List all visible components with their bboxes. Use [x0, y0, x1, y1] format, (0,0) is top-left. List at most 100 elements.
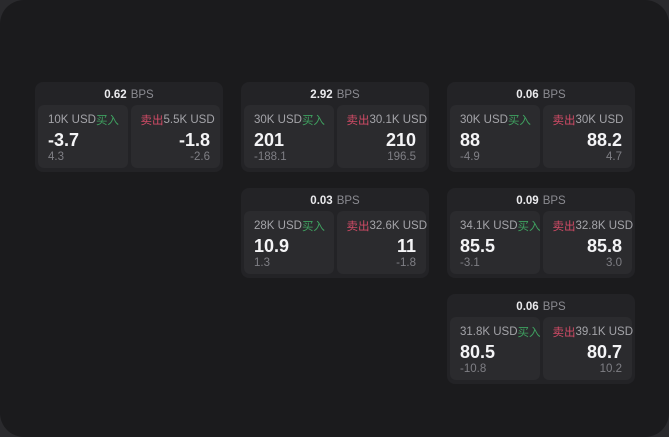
buy-price: 88 [460, 130, 481, 150]
buy-price: 10.9 [254, 236, 290, 256]
sell-panel[interactable]: 卖出 32.8K USD 85.8 3.0 [542, 211, 634, 274]
buy-amount: 28K USD [254, 220, 302, 232]
sell-header-row: 卖出 39.1K USD [552, 325, 634, 339]
buy-header-row: 34.1K USD 买入 [460, 219, 541, 233]
buy-tag: 买入 [301, 115, 325, 127]
sell-amount: 5.5K USD [163, 114, 215, 126]
buy-panel[interactable]: 31.8K USD 买入 80.5 -10.8 [450, 317, 541, 380]
sell-price: 80.7 [586, 342, 622, 362]
sell-header-row: 卖出 32.6K USD [346, 219, 428, 233]
buy-price: 201 [254, 130, 285, 150]
sell-amount: 32.8K USD [575, 220, 634, 232]
sell-header-row: 卖出 30.1K USD [346, 113, 428, 127]
quote-panels: 34.1K USD 买入 85.5 -3.1 卖出 32.8K USD 85.8… [450, 211, 634, 274]
quote-panels: 10K USD 买入 -3.7 4.3 卖出 5.5K USD -1.8 -2.… [38, 105, 220, 168]
buy-header-row: 31.8K USD 买入 [460, 325, 541, 339]
sell-header-row: 卖出 5.5K USD [140, 113, 215, 127]
sell-amount: 30K USD [575, 114, 624, 126]
card-header: 2.92 BPS [244, 85, 426, 105]
card-header: 0.62 BPS [38, 85, 220, 105]
buy-price: -3.7 [48, 130, 80, 150]
bps-label: BPS [336, 195, 360, 207]
buy-sub-value: -3.1 [460, 257, 480, 269]
buy-panel[interactable]: 30K USD 买入 201 -188.1 [244, 105, 334, 168]
sell-tag: 卖出 [552, 327, 576, 339]
quote-panels: 28K USD 买入 10.9 1.3 卖出 32.6K USD 11 -1.8 [244, 211, 428, 274]
buy-tag: 买入 [507, 115, 531, 127]
bps-value: 2.92 [310, 89, 333, 101]
buy-header-row: 28K USD 买入 [254, 219, 325, 233]
quotes-board: 0.62 BPS 10K USD 买入 -3.7 4.3 卖出 5.5K USD… [35, 82, 635, 384]
buy-tag: 买入 [517, 327, 541, 339]
sell-panel[interactable]: 卖出 5.5K USD -1.8 -2.6 [130, 105, 220, 168]
bps-label: BPS [336, 89, 360, 101]
sell-tag: 卖出 [346, 115, 370, 127]
quote-card[interactable]: 0.06 BPS 31.8K USD 买入 80.5 -10.8 卖出 39.1… [447, 294, 635, 384]
sell-header-row: 卖出 32.8K USD [552, 219, 634, 233]
quote-panels: 30K USD 买入 88 -4.9 卖出 30K USD 88.2 4.7 [450, 105, 632, 168]
buy-header-row: 30K USD 买入 [460, 113, 531, 127]
sell-price: 85.8 [586, 236, 622, 256]
sell-sub-value: 4.7 [606, 151, 622, 163]
bps-label: BPS [542, 195, 566, 207]
buy-tag: 买入 [95, 115, 119, 127]
buy-amount: 30K USD [254, 114, 302, 126]
card-header: 0.06 BPS [450, 297, 632, 317]
sell-tag: 卖出 [346, 221, 370, 233]
sell-tag: 卖出 [552, 115, 576, 127]
sell-amount: 32.6K USD [369, 220, 428, 232]
buy-sub-value: 4.3 [48, 151, 64, 163]
buy-header-row: 30K USD 买入 [254, 113, 325, 127]
bps-label: BPS [542, 89, 566, 101]
sell-panel[interactable]: 卖出 39.1K USD 80.7 10.2 [542, 317, 634, 380]
buy-amount: 31.8K USD [460, 326, 518, 338]
sell-sub-value: -1.8 [396, 257, 416, 269]
sell-price: 210 [385, 130, 416, 150]
card-header: 0.09 BPS [450, 191, 632, 211]
bps-value: 0.62 [104, 89, 127, 101]
bps-value: 0.06 [516, 301, 539, 313]
buy-amount: 10K USD [48, 114, 96, 126]
quote-panels: 31.8K USD 买入 80.5 -10.8 卖出 39.1K USD 80.… [450, 317, 634, 380]
buy-tag: 买入 [517, 221, 541, 233]
bps-label: BPS [130, 89, 154, 101]
sell-panel[interactable]: 卖出 30K USD 88.2 4.7 [542, 105, 632, 168]
buy-panel[interactable]: 28K USD 买入 10.9 1.3 [244, 211, 334, 274]
bps-value: 0.03 [310, 195, 333, 207]
sell-sub-value: -2.6 [190, 151, 210, 163]
buy-price: 85.5 [460, 236, 496, 256]
sell-panel[interactable]: 卖出 30.1K USD 210 196.5 [336, 105, 428, 168]
bps-value: 0.06 [516, 89, 539, 101]
quote-card[interactable]: 0.62 BPS 10K USD 买入 -3.7 4.3 卖出 5.5K USD… [35, 82, 223, 172]
bps-value: 0.09 [516, 195, 539, 207]
quote-card[interactable]: 2.92 BPS 30K USD 买入 201 -188.1 卖出 30.1K … [241, 82, 429, 172]
buy-tag: 买入 [301, 221, 325, 233]
sell-price: 88.2 [586, 130, 622, 150]
card-header: 0.03 BPS [244, 191, 426, 211]
card-header: 0.06 BPS [450, 85, 632, 105]
quote-card[interactable]: 0.09 BPS 34.1K USD 买入 85.5 -3.1 卖出 32.8K… [447, 188, 635, 278]
sell-tag: 卖出 [552, 221, 576, 233]
buy-panel[interactable]: 30K USD 买入 88 -4.9 [450, 105, 540, 168]
sell-sub-value: 3.0 [606, 257, 622, 269]
buy-price: 80.5 [460, 342, 496, 362]
buy-sub-value: -188.1 [254, 151, 287, 163]
sell-header-row: 卖出 30K USD [552, 113, 624, 127]
buy-sub-value: -4.9 [460, 151, 480, 163]
sell-tag: 卖出 [140, 115, 164, 127]
quote-card[interactable]: 0.03 BPS 28K USD 买入 10.9 1.3 卖出 32.6K US… [241, 188, 429, 278]
sell-amount: 30.1K USD [369, 114, 428, 126]
sell-sub-value: 10.2 [599, 363, 622, 375]
sell-panel[interactable]: 卖出 32.6K USD 11 -1.8 [336, 211, 428, 274]
buy-sub-value: 1.3 [254, 257, 270, 269]
buy-panel[interactable]: 34.1K USD 买入 85.5 -3.1 [450, 211, 541, 274]
quote-panels: 30K USD 买入 201 -188.1 卖出 30.1K USD 210 1… [244, 105, 428, 168]
sell-sub-value: 196.5 [387, 151, 416, 163]
quote-card[interactable]: 0.06 BPS 30K USD 买入 88 -4.9 卖出 30K USD 8… [447, 82, 635, 172]
bps-label: BPS [542, 301, 566, 313]
sell-price: -1.8 [178, 130, 210, 150]
buy-panel[interactable]: 10K USD 买入 -3.7 4.3 [38, 105, 128, 168]
sell-price: 11 [396, 236, 416, 256]
sell-amount: 39.1K USD [575, 326, 634, 338]
